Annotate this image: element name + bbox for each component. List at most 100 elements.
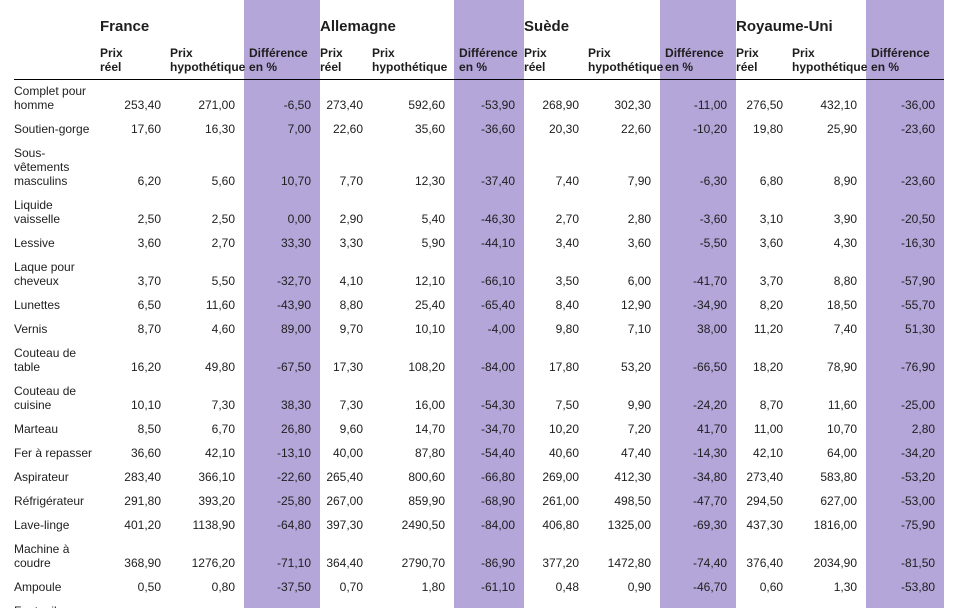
price-cell: 412,30 (614, 470, 652, 484)
price-cell: 49,80 (204, 360, 236, 374)
difference-cell: 26,80 (244, 418, 321, 442)
price-cell: 397,30 (326, 518, 364, 532)
price-cell: 64,00 (827, 446, 858, 460)
price-cell: 42,10 (753, 446, 784, 460)
difference-cell: -22,60 (244, 466, 321, 490)
price-cell: 271,00 (170, 79, 245, 118)
price-cell: 2,50 (211, 212, 236, 226)
price-cell: 5,90 (421, 236, 446, 250)
price-cell: 108,20 (408, 360, 446, 374)
price-cell: 28,60 (736, 600, 793, 608)
prix-hypothetique-header-su-de: Prix hypothétique (588, 46, 664, 74)
price-cell: 368,90 (124, 556, 161, 570)
prix-reel-header-allemagne: Prix réel (320, 46, 343, 74)
price-cell: 2790,70 (401, 556, 446, 570)
price-cell: 3,40 (555, 236, 580, 250)
price-cell: 0,90 (627, 580, 652, 594)
country-header-royaume-uni: Royaume-Uni (736, 18, 833, 35)
price-cell: 3,10 (759, 212, 784, 226)
product-name-cell: Lave-linge (14, 518, 70, 532)
table-row: Marteau 8,50 6,70 26,80 9,60 14,70 -34,70 10,20… (14, 418, 945, 442)
difference-cell: -53,80 (866, 576, 945, 600)
difference-cell: -25,00 (866, 380, 945, 418)
price-cell: 0,50 (137, 580, 161, 594)
product-name-cell: Vernis (14, 322, 48, 336)
table-row: Lessive 3,60 2,70 33,30 3,30 5,90 -44,10 3,40 3,… (14, 232, 945, 256)
product-name-cell: Ampoule (14, 580, 62, 594)
price-cell: 8,20 (759, 298, 784, 312)
price-cell: 800,60 (408, 470, 446, 484)
table-row: Aspirateur 283,40 366,10 -22,60 265,40 800,60… (14, 466, 945, 490)
price-cell: 43,50 (792, 600, 867, 608)
price-cell: 1,80 (421, 580, 446, 594)
price-cell: 7,10 (627, 322, 652, 336)
difference-cell: -34,90 (660, 294, 737, 318)
price-cell: 12,90 (621, 298, 652, 312)
difference-cell: -41,70 (660, 256, 737, 294)
price-cell: 3,70 (137, 274, 161, 288)
price-cell: 35,60 (415, 122, 446, 136)
price-cell: 12,30 (415, 174, 446, 188)
prix-hypothetique-header-allemagne: Prix hypothétique (372, 46, 448, 74)
difference-cell: -67,50 (244, 342, 321, 380)
price-cell: 25,40 (415, 298, 446, 312)
price-cell: 294,50 (746, 494, 784, 508)
price-cell: 22,60 (332, 122, 364, 136)
price-cell: 0,70 (339, 580, 364, 594)
price-cell: 9,80 (555, 322, 580, 336)
difference-cell: 7,00 (244, 118, 321, 142)
difference-cell: -68,90 (454, 490, 525, 514)
difference-cell: -43,90 (244, 294, 321, 318)
price-cell: 40,00 (332, 446, 364, 460)
table-row: Laque pour cheveux 3,70 5,50 -32,70 4,10 12,1… (14, 256, 945, 294)
difference-cell: -71,10 (244, 538, 321, 576)
difference-cell: -37,50 (244, 576, 321, 600)
difference-cell: 1,40 (244, 600, 321, 608)
difference-cell: -57,90 (866, 256, 945, 294)
price-cell: 2490,50 (401, 518, 446, 532)
difference-cell: -53,00 (866, 490, 945, 514)
price-cell: 583,80 (820, 470, 858, 484)
difference-cell: -53,20 (866, 466, 945, 490)
table-row: Sous-vêtements masculins 6,20 5,60 10,70 7,7… (14, 142, 945, 194)
product-name-cell: Liquide vaisselle (14, 198, 61, 226)
price-cell: 9,70 (339, 322, 364, 336)
price-cell: 10,70 (827, 422, 858, 436)
price-cell: 592,60 (372, 79, 455, 118)
price-comparison-table: France Différence en % Allemagne Différence… (14, 0, 945, 608)
price-cell: 53,20 (621, 360, 652, 374)
price-cell: 11,60 (205, 298, 236, 312)
price-cell: 18,20 (753, 360, 784, 374)
price-cell: 7,90 (627, 174, 652, 188)
difference-cell: -11,00 (660, 79, 737, 118)
price-cell: 267,00 (326, 494, 364, 508)
difference-header-allemagne: Différence en % (454, 0, 525, 80)
difference-cell: -16,30 (866, 232, 945, 256)
difference-cell: -65,40 (454, 294, 525, 318)
price-cell: 3,60 (759, 236, 784, 250)
table-row: Couteau de table 16,20 49,80 -67,50 17,30 108… (14, 342, 945, 380)
difference-cell: -34,20 (866, 442, 945, 466)
price-cell: 406,80 (542, 518, 580, 532)
difference-cell: -75,90 (866, 514, 945, 538)
difference-cell: -34,70 (454, 418, 525, 442)
price-cell: 5,50 (211, 274, 236, 288)
difference-cell: -66,80 (454, 466, 525, 490)
table-row: Réfrigérateur 291,80 393,20 -25,80 267,00 859… (14, 490, 945, 514)
price-cell: 1138,90 (192, 518, 236, 532)
price-cell: 269,00 (542, 470, 580, 484)
price-cell: 16,00 (415, 398, 446, 412)
price-cell: 6,50 (137, 298, 161, 312)
product-name-cell: Fer à repasser (14, 446, 93, 460)
difference-cell: -74,40 (660, 538, 737, 576)
difference-cell: -34,80 (660, 466, 737, 490)
price-cell: 8,90 (833, 174, 858, 188)
table-row: Complet pour homme 253,40 271,00 -6,50 273,4… (14, 79, 945, 118)
difference-cell: 41,70 (660, 418, 737, 442)
price-cell: 2,90 (339, 212, 364, 226)
prix-hypothetique-header-france: Prix hypothétique (170, 46, 246, 74)
price-cell: 2,50 (137, 212, 161, 226)
difference-cell: -3,60 (660, 194, 737, 232)
price-cell: 40,60 (549, 446, 580, 460)
price-cell: 36,60 (130, 446, 161, 460)
